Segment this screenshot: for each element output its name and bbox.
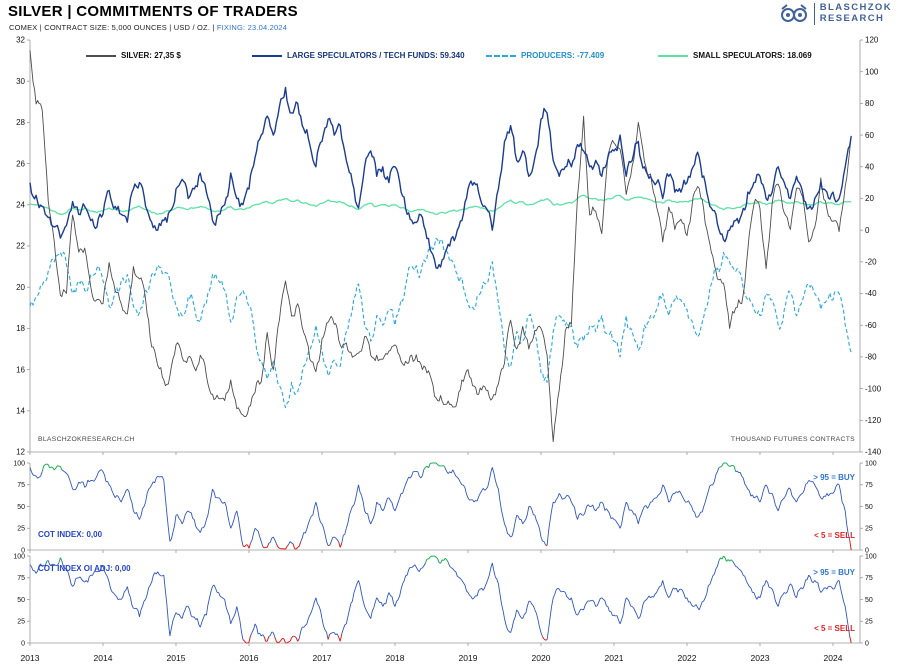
cot-index-value-label: COT INDEX: 0,00: [38, 530, 103, 539]
svg-text:100: 100: [865, 67, 879, 76]
svg-text:25: 25: [865, 619, 873, 626]
svg-text:2016: 2016: [240, 653, 259, 663]
small-specs-line-swatch: [658, 54, 688, 57]
svg-text:25: 25: [17, 619, 25, 626]
svg-text:0: 0: [21, 640, 25, 647]
svg-text:-60: -60: [865, 321, 877, 330]
svg-text:-140: -140: [865, 448, 882, 457]
svg-text:24: 24: [16, 201, 25, 210]
buy-threshold-note-2: > 95 = BUY: [813, 568, 855, 577]
svg-text:-100: -100: [865, 384, 882, 393]
svg-text:25: 25: [17, 526, 25, 533]
owl-logo-icon: [780, 4, 807, 22]
buy-threshold-note-1: > 95 = BUY: [813, 473, 855, 482]
legend-large-specs-label: LARGE SPECULATORS / TECH FUNDS: 59.340: [287, 51, 465, 60]
legend-silver: SILVER: 27,35 $: [86, 51, 181, 60]
brand-name: BLASCHZOK RESEARCH: [813, 2, 892, 25]
svg-text:16: 16: [16, 365, 25, 374]
producers-line-swatch: [486, 54, 516, 57]
svg-text:25: 25: [865, 526, 873, 533]
svg-text:0: 0: [865, 547, 869, 554]
svg-text:50: 50: [17, 597, 25, 604]
svg-text:100: 100: [13, 460, 25, 467]
svg-text:2024: 2024: [824, 653, 843, 663]
svg-text:2020: 2020: [532, 653, 551, 663]
svg-text:14: 14: [16, 407, 25, 416]
svg-text:2018: 2018: [386, 653, 405, 663]
legend-large-speculators: LARGE SPECULATORS / TECH FUNDS: 59.340: [252, 51, 465, 60]
right-axis-unit-label: THOUSAND FUTURES CONTRACTS: [730, 436, 855, 443]
svg-text:0: 0: [865, 226, 870, 235]
svg-text:-40: -40: [865, 289, 877, 298]
svg-text:50: 50: [865, 597, 873, 604]
svg-text:-120: -120: [865, 416, 882, 425]
svg-text:40: 40: [865, 162, 874, 171]
svg-text:22: 22: [16, 242, 25, 251]
svg-text:60: 60: [865, 131, 874, 140]
svg-text:120: 120: [865, 36, 879, 45]
subtitle: COMEX | CONTRACT SIZE: 5,000 OUNCES | US…: [9, 23, 287, 32]
svg-text:20: 20: [865, 194, 874, 203]
brand-logo: BLASCHZOK RESEARCH: [779, 2, 892, 25]
legend-silver-label: SILVER: 27,35 $: [121, 51, 181, 60]
svg-text:75: 75: [17, 482, 25, 489]
svg-text:100: 100: [865, 460, 877, 467]
silver-line-swatch: [86, 54, 116, 57]
svg-text:2015: 2015: [167, 653, 186, 663]
sell-threshold-note-1: < 5 = SELL: [814, 531, 855, 540]
watermark-url: BLASCHZOKRESEARCH.CH: [38, 436, 135, 443]
svg-text:2022: 2022: [678, 653, 697, 663]
page-title: SILVER | COMMITMENTS OF TRADERS: [8, 3, 298, 20]
svg-text:12: 12: [16, 448, 25, 457]
svg-text:26: 26: [16, 159, 25, 168]
svg-text:100: 100: [865, 553, 877, 560]
brand-line-2: RESEARCH: [819, 13, 885, 24]
svg-text:2013: 2013: [21, 653, 40, 663]
svg-text:2021: 2021: [605, 653, 624, 663]
svg-text:20: 20: [16, 283, 25, 292]
legend-producers: PRODUCERS: -77.409: [486, 51, 604, 60]
svg-text:75: 75: [17, 575, 25, 582]
svg-text:32: 32: [16, 36, 25, 45]
svg-text:75: 75: [865, 482, 873, 489]
fixing-date: FIXING: 23.04.2024: [216, 23, 288, 32]
svg-text:50: 50: [865, 504, 873, 511]
svg-text:2014: 2014: [94, 653, 113, 663]
svg-text:30: 30: [16, 77, 25, 86]
legend-small-speculators: SMALL SPECULATORS: 18.069: [658, 51, 812, 60]
cot-index-oi-value-label: COT INDEX OI ADJ: 0,00: [38, 564, 131, 573]
svg-text:-20: -20: [865, 258, 877, 267]
sell-threshold-note-2: < 5 = SELL: [814, 624, 855, 633]
svg-text:-80: -80: [865, 353, 877, 362]
svg-text:2019: 2019: [459, 653, 478, 663]
svg-text:2017: 2017: [313, 653, 332, 663]
svg-text:75: 75: [865, 575, 873, 582]
contract-spec-text: COMEX | CONTRACT SIZE: 5,000 OUNCES | US…: [9, 23, 217, 32]
legend-producers-label: PRODUCERS: -77.409: [521, 51, 605, 60]
svg-text:80: 80: [865, 99, 874, 108]
svg-text:28: 28: [16, 118, 25, 127]
svg-text:0: 0: [21, 547, 25, 554]
svg-text:0: 0: [865, 640, 869, 647]
legend-small-specs-label: SMALL SPECULATORS: 18.069: [693, 51, 812, 60]
large-specs-line-swatch: [252, 54, 282, 57]
svg-text:50: 50: [17, 504, 25, 511]
svg-text:100: 100: [13, 553, 25, 560]
svg-text:18: 18: [16, 324, 25, 333]
brand-line-1: BLASCHZOK: [819, 2, 892, 14]
svg-text:2023: 2023: [751, 653, 770, 663]
